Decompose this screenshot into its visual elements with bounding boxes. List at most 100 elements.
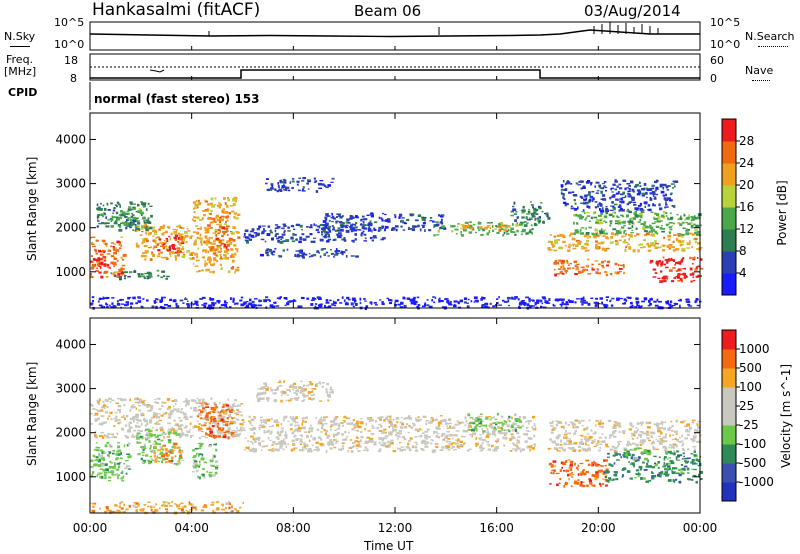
- velocity-cell: [408, 448, 412, 452]
- velocity-cell: [145, 404, 149, 407]
- velocity-cell: [137, 435, 140, 438]
- velocity-cell: [96, 446, 101, 449]
- power-cell: [136, 219, 139, 222]
- velocity-cell: [225, 423, 229, 426]
- power-cell: [601, 260, 604, 264]
- power-cell: [216, 245, 219, 249]
- power-cell: [638, 214, 643, 218]
- power-cell: [627, 193, 631, 196]
- power-cell: [413, 296, 416, 299]
- power-cell: [105, 276, 109, 278]
- velocity-cell: [109, 460, 112, 463]
- power-cell: [620, 264, 623, 267]
- velocity-cell: [227, 407, 231, 409]
- power-cell: [611, 201, 614, 204]
- velocity-cell: [213, 408, 216, 411]
- power-cell: [588, 235, 592, 238]
- velocity-cell: [604, 472, 608, 475]
- velocity-cell: [135, 424, 138, 428]
- velocity-cell: [93, 414, 96, 417]
- power-cell: [215, 248, 219, 250]
- velocity-cell: [681, 472, 685, 475]
- velocity-cell: [280, 439, 284, 442]
- velocity-cell: [194, 463, 199, 465]
- power-cell: [592, 234, 597, 238]
- power-cell: [556, 273, 561, 275]
- velocity-cell: [548, 462, 552, 466]
- power-cell: [361, 226, 365, 230]
- velocity-cell: [120, 477, 123, 480]
- power-cell: [332, 300, 335, 303]
- power-cell: [450, 304, 453, 306]
- velocity-cell: [194, 447, 199, 450]
- power-cell: [674, 249, 677, 251]
- velocity-cell: [142, 454, 145, 456]
- velocity-cell: [244, 437, 247, 439]
- velocity-cell: [388, 418, 393, 420]
- power-cell: [567, 267, 571, 270]
- power-cell: [653, 228, 655, 232]
- power-cell: [582, 296, 585, 300]
- power-cell: [355, 222, 358, 225]
- power-cell: [98, 271, 102, 274]
- velocity-cell: [279, 447, 283, 449]
- power-cell: [310, 224, 313, 227]
- velocity-cell: [532, 415, 536, 419]
- power-cell: [432, 296, 435, 298]
- velocity-cell: [674, 430, 678, 433]
- velocity-cell: [475, 437, 478, 440]
- velocity-cell: [282, 448, 285, 451]
- velocity-cell: [221, 416, 226, 418]
- power-cell: [599, 203, 603, 206]
- velocity-cell: [224, 411, 227, 414]
- power-cell: [492, 305, 496, 308]
- velocity-cell: [595, 420, 599, 422]
- velocity-cell: [124, 459, 129, 462]
- velocity-cell: [682, 452, 685, 455]
- power-cell: [466, 305, 470, 309]
- velocity-cell: [160, 451, 164, 454]
- power-cell: [562, 240, 566, 243]
- velocity-cell: [454, 434, 458, 437]
- velocity-cell: [347, 449, 349, 453]
- velocity-cell: [683, 455, 685, 458]
- nsky-legend-line: [10, 46, 30, 47]
- power-cell: [626, 214, 629, 218]
- power-cell: [250, 234, 255, 238]
- power-cell: [649, 298, 653, 301]
- velocity-cell: [518, 416, 521, 419]
- power-cell: [161, 242, 165, 245]
- power-cell: [660, 270, 663, 273]
- power-cell: [198, 270, 201, 273]
- power-cell: [274, 302, 277, 304]
- power-cell: [601, 208, 604, 211]
- velocity-cell: [167, 454, 170, 457]
- velocity-cell: [143, 459, 146, 462]
- power-cell: [169, 254, 172, 257]
- velocity-cell: [337, 448, 341, 451]
- power-cell: [184, 298, 188, 300]
- power-cell: [515, 211, 518, 213]
- power-cell: [223, 302, 228, 304]
- velocity-cell: [126, 429, 131, 433]
- velocity-cell: [635, 459, 640, 462]
- velocity-cell: [333, 446, 337, 449]
- velocity-cell: [111, 470, 115, 473]
- power-cell: [319, 223, 323, 227]
- velocity-cell: [270, 418, 273, 420]
- power-cell: [159, 299, 164, 303]
- power-cell: [90, 260, 93, 262]
- power-cell: [697, 265, 701, 268]
- velocity-cell: [139, 430, 142, 433]
- power-cell: [636, 304, 640, 307]
- velocity-cell: [637, 456, 641, 460]
- power-cell: [268, 248, 272, 252]
- power-cell: [600, 213, 604, 215]
- power-cell: [547, 216, 551, 220]
- velocity-cell: [256, 395, 258, 398]
- velocity-cell: [431, 419, 434, 422]
- power-cell: [180, 227, 185, 229]
- power-cell: [570, 232, 574, 235]
- velocity-cell: [253, 416, 256, 418]
- velocity-cell: [155, 428, 158, 430]
